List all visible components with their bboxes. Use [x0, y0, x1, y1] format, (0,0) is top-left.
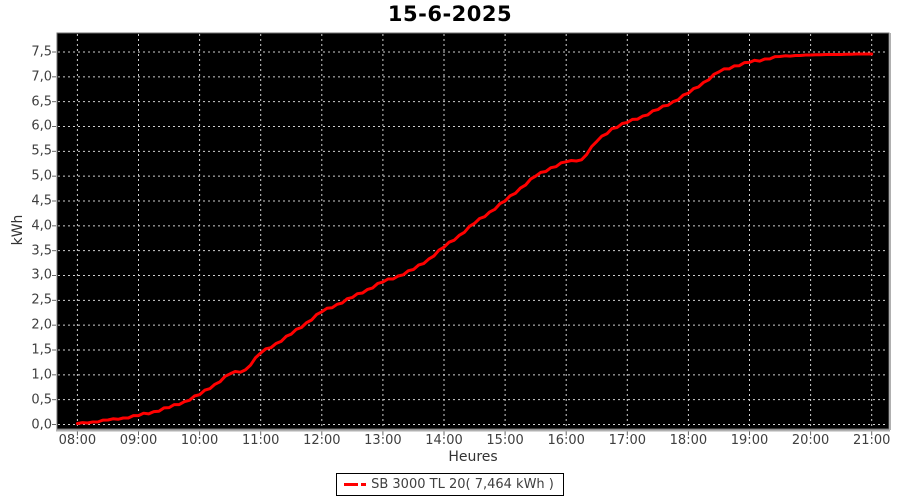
y-tick-label: 6,5 [31, 94, 52, 110]
series-line-icon [344, 483, 367, 486]
legend-row: SB 3000 TL 20( 7,464 kWh ) [0, 472, 900, 496]
x-tick-label: 14:00 [425, 433, 463, 448]
y-tick-label: 3,0 [31, 267, 52, 283]
x-tick-label: 16:00 [547, 433, 585, 448]
x-tick-label: 19:00 [730, 433, 769, 448]
y-tick-label: 2,5 [31, 292, 52, 308]
x-tick-label: 18:00 [669, 433, 708, 448]
x-tick-label: 12:00 [303, 433, 341, 448]
legend-series-label: SB 3000 TL 20( 7,464 kWh ) [371, 476, 554, 492]
x-tick-label: 21:00 [852, 433, 891, 448]
x-tick-label: 10:00 [180, 433, 219, 448]
x-tick-label: 09:00 [119, 433, 158, 448]
x-tick-label: 15:00 [486, 433, 524, 448]
y-tick-label: 5,0 [31, 168, 52, 184]
y-tick-label: 7,0 [31, 69, 52, 85]
y-tick-label: 4,0 [31, 218, 52, 234]
x-tick-label: 11:00 [241, 433, 280, 448]
y-tick-label: 7,5 [31, 44, 52, 60]
y-tick-label: 0,0 [31, 417, 52, 432]
y-tick-label: 1,0 [31, 367, 52, 383]
y-tick-label: 0,5 [31, 392, 52, 408]
y-tick-label: 3,5 [31, 243, 52, 259]
legend-box: SB 3000 TL 20( 7,464 kWh ) [336, 472, 564, 496]
y-tick-label: 6,0 [31, 118, 52, 134]
x-tick-label: 17:00 [608, 433, 647, 448]
x-tick-label: 08:00 [58, 433, 97, 448]
x-axis-label: Heures [448, 449, 498, 465]
chart-title: 15-6-2025 [387, 2, 513, 26]
y-tick-label: 1,5 [31, 342, 52, 358]
y-axis-label: kWh [10, 214, 26, 246]
x-tick-label: 20:00 [791, 433, 830, 448]
x-tick-label: 13:00 [364, 433, 402, 448]
plot-area [56, 32, 890, 430]
y-tick-label: 4,5 [31, 193, 52, 209]
y-tick-label: 2,0 [31, 317, 52, 333]
series-line [75, 52, 874, 425]
y-tick-label: 5,5 [31, 143, 52, 159]
